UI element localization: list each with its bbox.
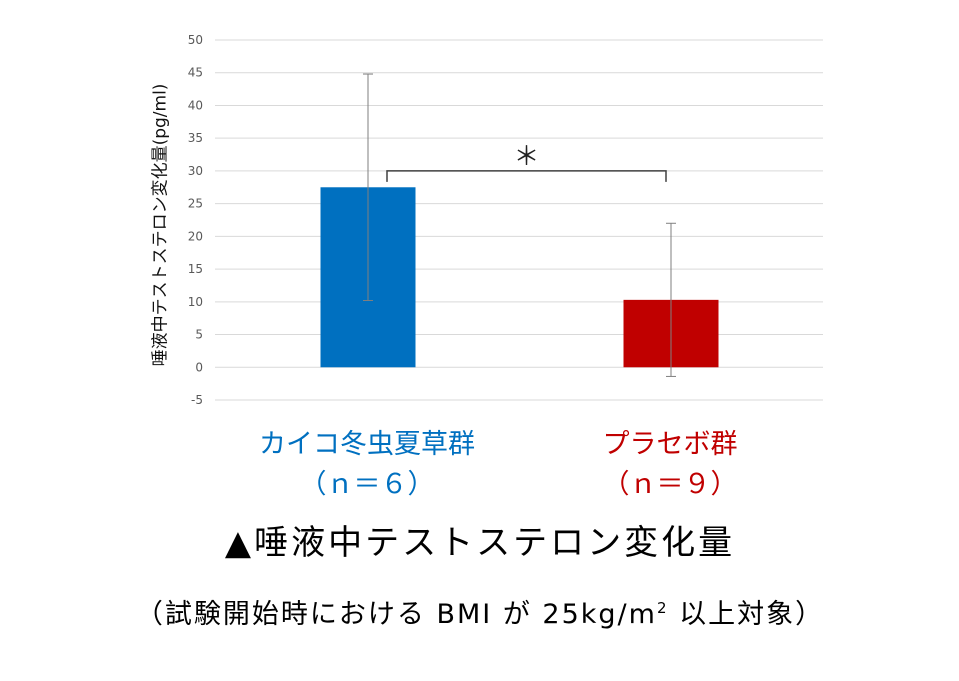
y-tick-label: -5 <box>191 393 203 407</box>
category-label-placebo: プラセボ群 （ｎ＝９） <box>603 425 738 505</box>
y-axis-label: 唾液中テストステロン変化量(pg/ml) <box>150 83 171 367</box>
testosterone-bar-chart: -5 0 5 10 15 20 25 30 35 40 45 50 ＊ <box>188 33 823 407</box>
category-label-silkworm-cordyceps: カイコ冬虫夏草群 （ｎ＝６） <box>259 425 475 505</box>
y-tick-label: 25 <box>188 197 203 211</box>
category-sample-size: （ｎ＝９） <box>602 469 738 500</box>
significance-mark: ＊ <box>513 142 539 172</box>
y-tick-label: 30 <box>188 164 203 178</box>
category-sample-size: （ｎ＝６） <box>299 469 435 500</box>
note-text: （試験開始時における BMI が 25kg/m <box>135 599 657 630</box>
y-tick-label: 0 <box>195 360 203 374</box>
y-tick-label: 20 <box>188 229 203 243</box>
note-superscript: 2 <box>656 599 669 617</box>
category-name: プラセボ群 <box>602 429 738 460</box>
significance-bracket: ＊ <box>386 142 667 182</box>
gridlines <box>215 39 823 401</box>
figure-note: （試験開始時における BMI が 25kg/m2 以上対象） <box>136 592 824 631</box>
y-tick-label: 10 <box>188 295 203 309</box>
bracket <box>386 170 667 182</box>
y-tick-label: 40 <box>188 98 203 112</box>
y-tick-labels: -5 0 5 10 15 20 25 30 35 40 45 50 <box>188 33 203 407</box>
note-text-end: 以上対象） <box>668 599 825 630</box>
figure-caption: ▲唾液中テストステロン変化量 <box>224 523 736 563</box>
error-bars <box>363 73 676 377</box>
y-tick-label: 15 <box>188 262 203 276</box>
category-name: カイコ冬虫夏草群 <box>259 429 475 460</box>
bars <box>320 187 719 368</box>
y-tick-label: 5 <box>195 328 203 342</box>
y-tick-label: 35 <box>188 131 203 145</box>
y-tick-label: 45 <box>188 66 203 80</box>
y-tick-label: 50 <box>188 33 203 47</box>
